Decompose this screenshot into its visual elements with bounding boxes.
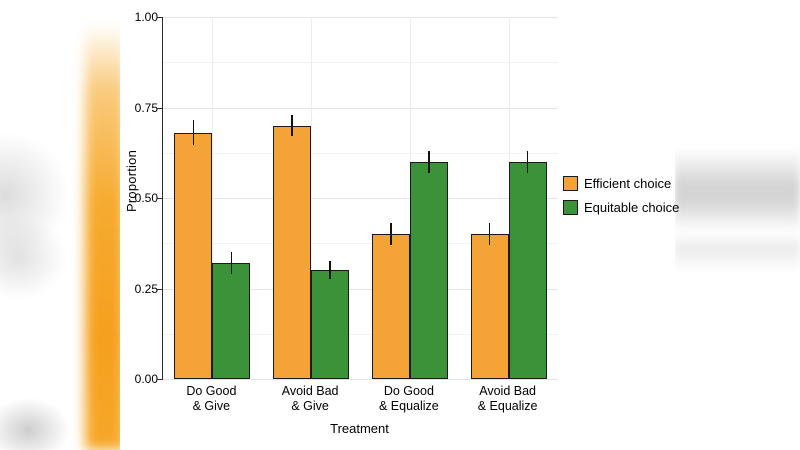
legend-label: Efficient choice [584,176,672,191]
x-tick-label: Avoid Bad & Give [281,384,339,413]
legend-item: Efficient choice [563,176,679,191]
error-bar [526,150,529,173]
y-tick-mark [157,288,162,290]
error-bar [329,261,331,280]
error-bar [192,120,195,146]
background-blur-left [0,0,121,450]
x-tick-label: Do Good & Equalize [378,384,439,413]
bar-efficient-choice [470,234,509,379]
legend-swatch [563,176,578,191]
y-tick-label: 0.50 [134,191,158,205]
bar-equitable-choice [212,263,251,379]
vertical-gridline [311,17,313,379]
bar-equitable-choice [409,161,448,379]
bar-efficient-choice [174,132,213,379]
error-bar [230,252,233,275]
y-tick-label: 0.25 [134,281,158,296]
error-bar [488,223,491,246]
error-bar [390,223,392,246]
major-gridline [163,17,558,18]
minor-gridline [163,333,558,335]
legend-swatch [563,200,578,215]
y-tick-label: 1.00 [134,10,158,24]
legend-item: Equitable choice [563,200,679,215]
minor-gridline [163,243,558,245]
major-gridline [163,288,558,290]
minor-gridline [163,62,558,64]
x-axis-labels: Do Good & Give Avoid Bad & Give Do Good & … [162,384,557,414]
bar-equitable-choice [508,161,547,379]
bar-equitable-choice [311,270,350,379]
legend-label: Equitable choice [584,200,680,215]
error-bar [291,114,293,137]
y-tick-label: 0.00 [134,372,158,386]
chart-panel: Proportion 0.00 0.25 0.50 0.75 1.00 Do Good … [120,0,679,450]
plot-area [162,17,558,380]
x-tick-label: Avoid Bad & Equalize [477,384,538,413]
legend: Efficient choice Equitable choice [563,176,679,215]
x-axis-title: Treatment [330,421,389,436]
major-gridline [163,379,558,380]
bar-efficient-choice [371,234,410,379]
error-bar [428,150,430,173]
x-tick-label: Do Good & Give [186,384,237,413]
minor-gridline [163,152,558,154]
y-tick-mark [157,17,162,18]
vertical-gridline [212,17,214,379]
major-gridline [163,198,558,199]
major-gridline [163,107,558,109]
y-tick-mark [157,198,162,199]
y-tick-mark [157,107,162,109]
y-tick-mark [157,379,162,380]
background-blur-right [674,0,800,450]
bar-efficient-choice [273,125,312,379]
y-tick-label: 0.75 [134,100,158,115]
